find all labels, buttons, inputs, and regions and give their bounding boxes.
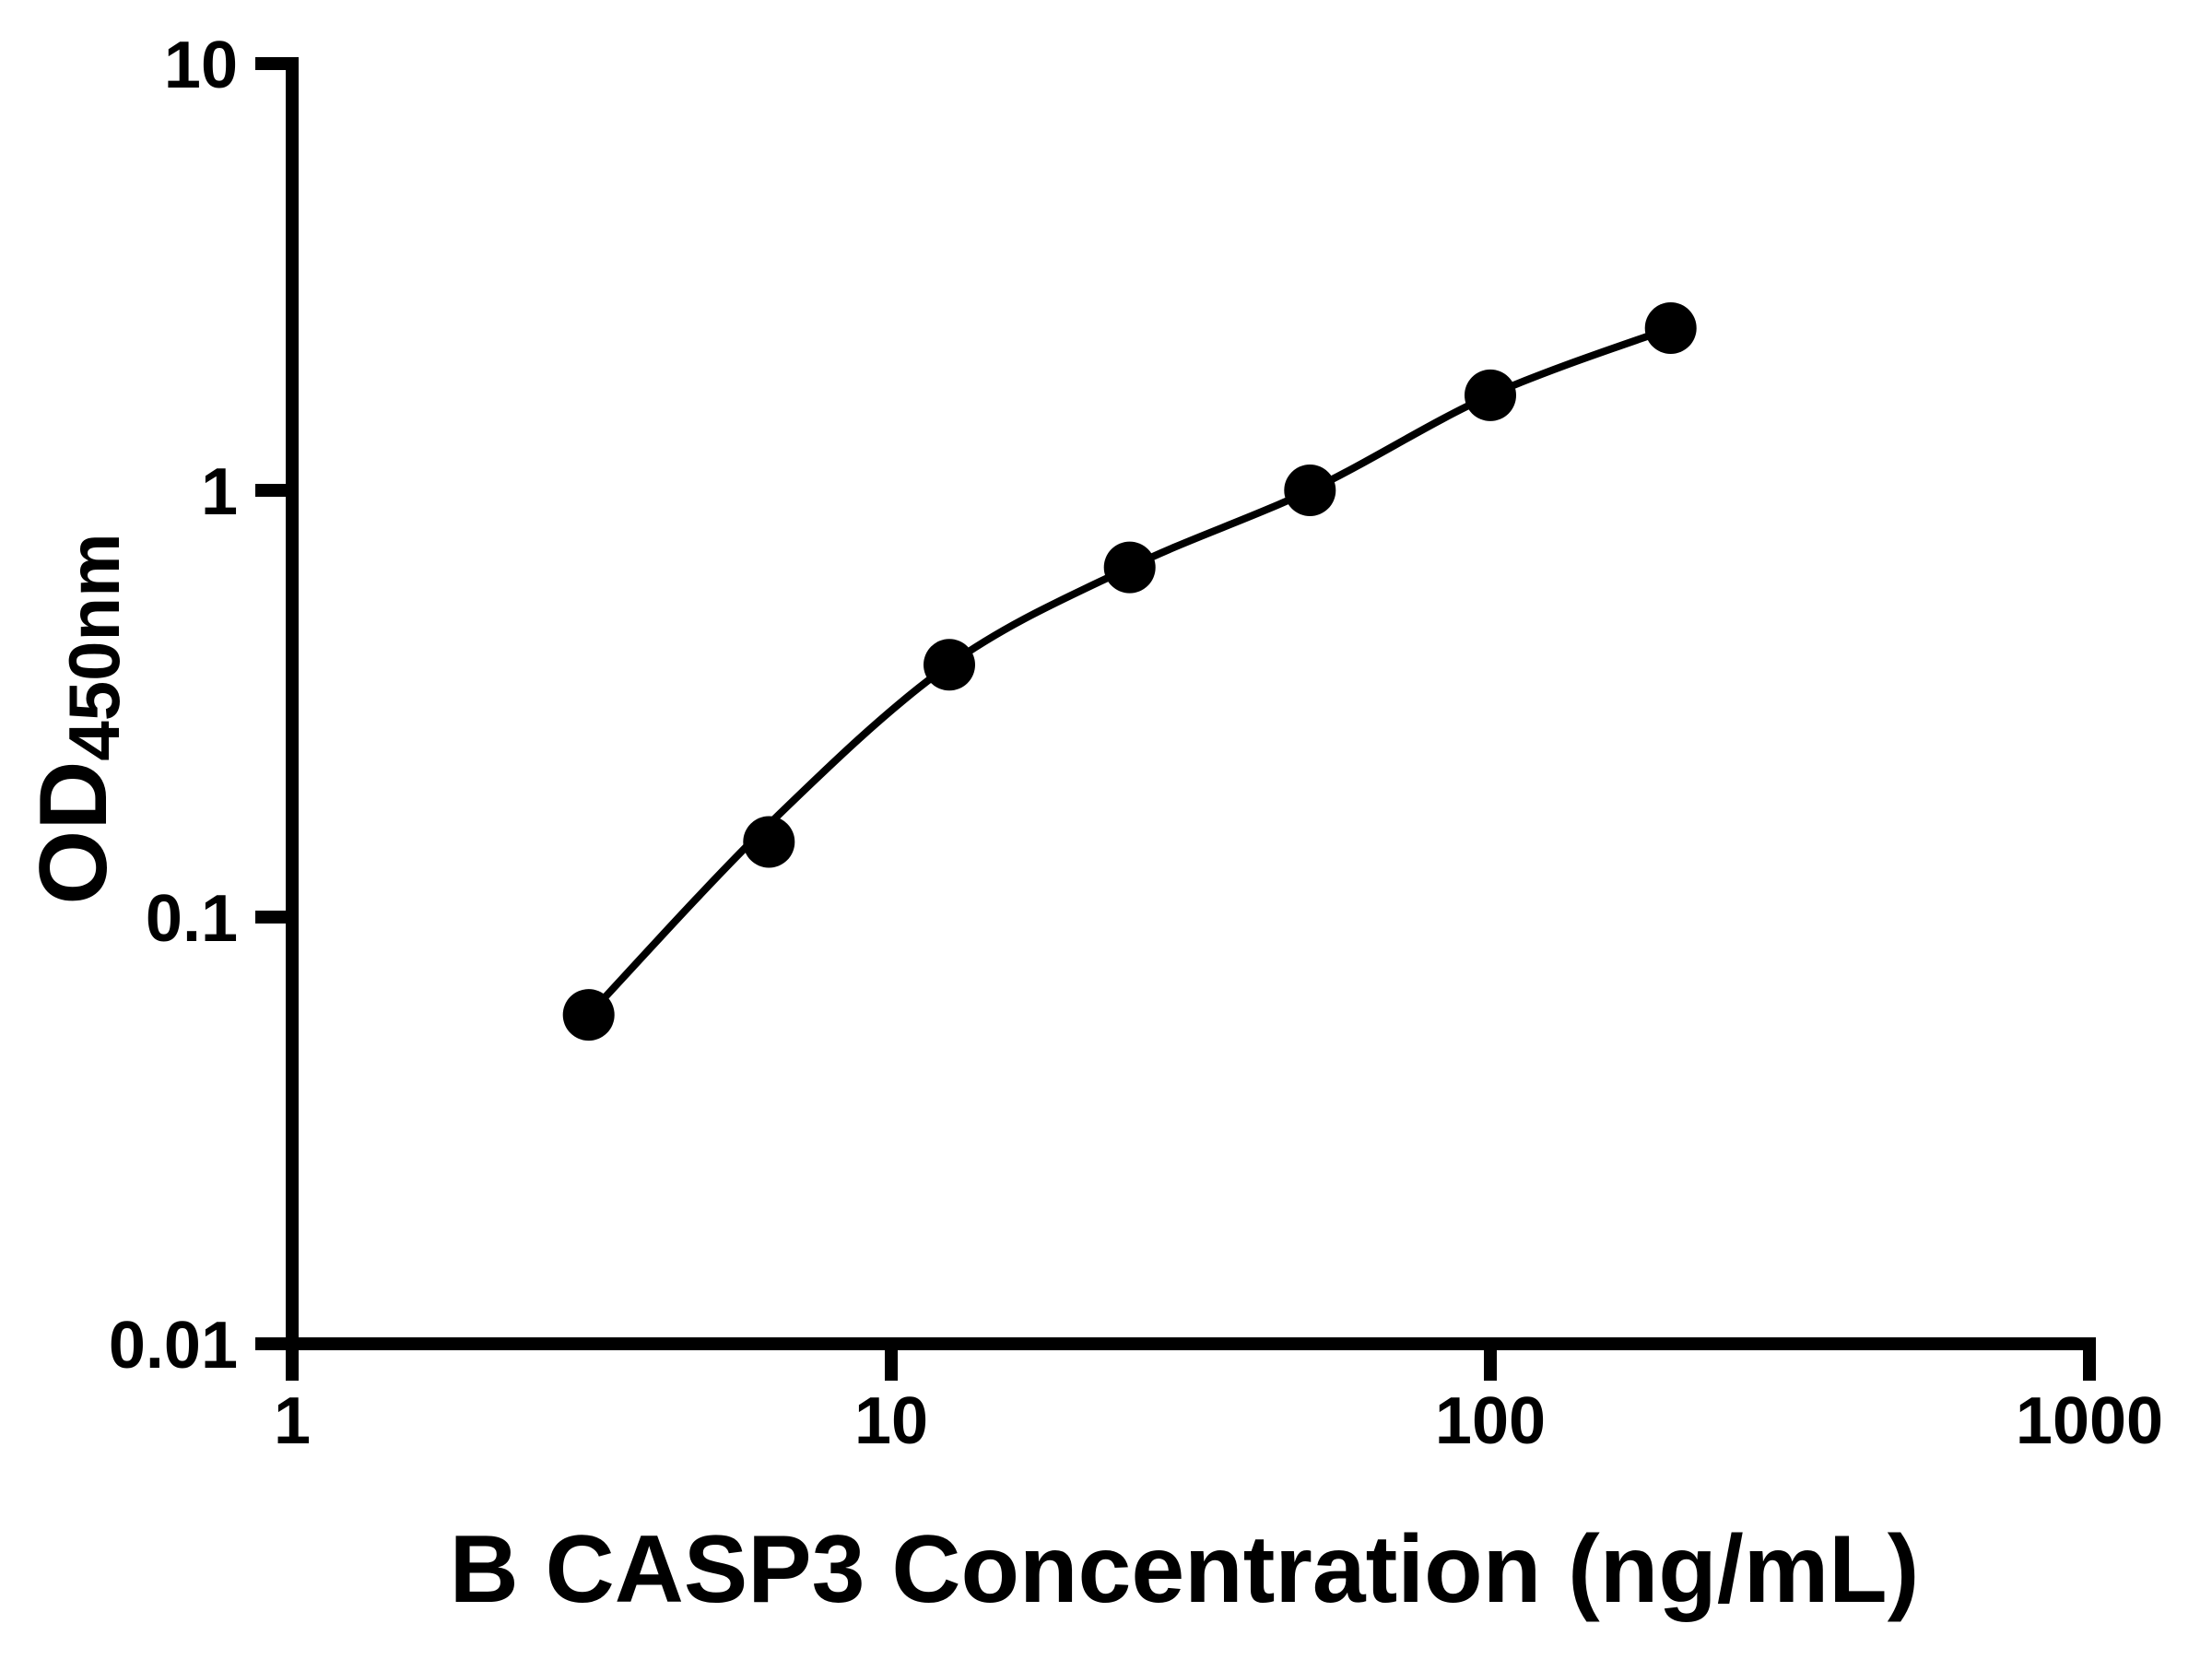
data-point [1644,302,1697,354]
y-tick-label: 1 [201,455,238,529]
data-point [743,816,795,868]
x-axis-title: B CASP3 Concentration (ng/mL) [450,1516,1920,1623]
y-tick-label: 0.1 [146,882,238,956]
y-tick-label: 0.01 [109,1309,238,1382]
data-point [562,989,615,1041]
fit-curve-line [585,324,1673,1018]
x-axis-ticks [286,1344,2096,1381]
data-point [1103,541,1156,594]
axis-spines [286,57,2096,1350]
y-axis-title-subscript: 450nm [53,533,135,760]
x-tick-label: 1 [274,1384,311,1458]
data-point [924,639,975,691]
x-tick-label: 10 [854,1384,928,1458]
y-axis-title-main: OD [20,761,127,905]
y-axis-ticks [255,57,292,1350]
y-tick-label: 10 [164,29,238,102]
data-point [1465,369,1516,421]
x-tick-label: 1000 [2016,1384,2163,1458]
x-tick-label: 100 [1435,1384,1546,1458]
data-point [1284,465,1336,516]
x-axis-tick-labels: 1 10 100 1000 [274,1384,2163,1458]
y-axis-title: OD450nm [20,533,135,904]
y-axis-tick-labels: 0.01 0.1 1 10 [109,29,238,1382]
data-points [562,302,1697,1041]
